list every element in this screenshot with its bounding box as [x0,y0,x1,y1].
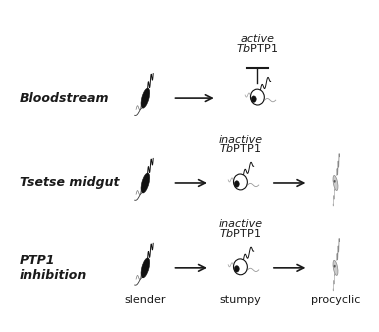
Ellipse shape [251,89,264,105]
Text: $\mathit{Tb}$PTP1: $\mathit{Tb}$PTP1 [236,42,279,54]
Text: $\mathit{Tb}$PTP1: $\mathit{Tb}$PTP1 [219,142,262,154]
Ellipse shape [233,259,247,275]
Text: Tsetse midgut: Tsetse midgut [20,177,119,190]
Text: PTP1
inhibition: PTP1 inhibition [20,254,87,282]
Text: procyclic: procyclic [311,295,360,305]
Text: $\mathit{Tb}$PTP1: $\mathit{Tb}$PTP1 [219,227,262,239]
Ellipse shape [141,173,150,193]
Text: Bloodstream: Bloodstream [20,92,109,105]
Ellipse shape [333,175,338,191]
Ellipse shape [233,174,247,190]
Ellipse shape [334,180,335,183]
Text: inactive: inactive [218,134,263,145]
Ellipse shape [234,266,239,272]
Text: inactive: inactive [218,219,263,229]
Ellipse shape [251,96,256,102]
Ellipse shape [141,88,150,108]
Ellipse shape [141,258,150,278]
Text: slender: slender [125,295,166,305]
Text: active: active [240,35,274,44]
Text: stumpy: stumpy [219,295,261,305]
Ellipse shape [334,265,335,267]
Ellipse shape [333,260,338,275]
Ellipse shape [234,181,239,187]
